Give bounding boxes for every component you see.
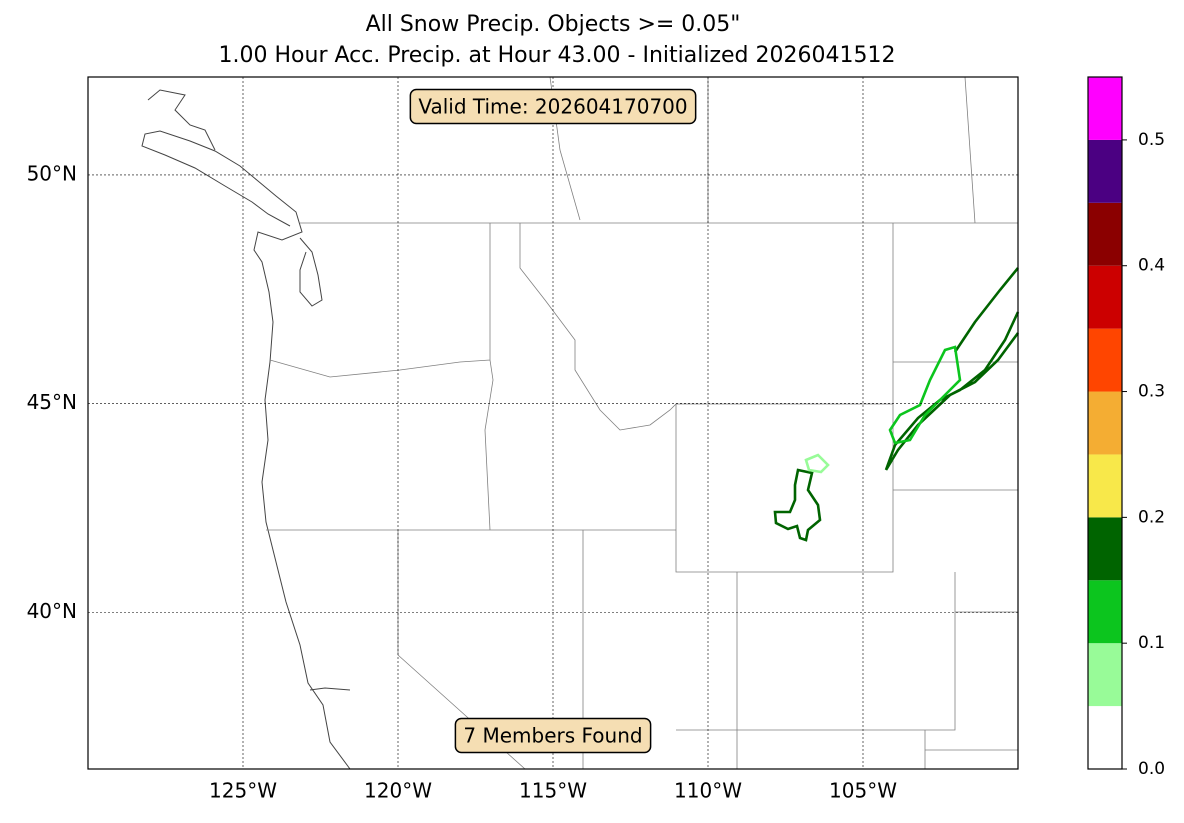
title-line: 1.00 Hour Acc. Precip. at Hour 43.00 - I… xyxy=(219,43,896,68)
colorbar-segment xyxy=(1088,77,1122,140)
coastline xyxy=(147,89,351,691)
annotation: 7 Members Found xyxy=(454,717,652,754)
colorbar-segment xyxy=(1088,139,1122,203)
colorbar-tick-label: 0.4 xyxy=(1138,256,1165,276)
colorbar-tick-label: 0.2 xyxy=(1138,507,1165,527)
colorbar-segment xyxy=(1088,391,1122,455)
annotation-text: Valid Time: 202604170700 xyxy=(418,95,687,119)
x-tick-label: 125°W xyxy=(209,779,277,803)
colorbar-tick-label: 0.0 xyxy=(1138,759,1165,779)
y-tick-label: 50°N xyxy=(27,161,77,185)
colorbar-tick-label: 0.3 xyxy=(1138,382,1165,402)
snow-object xyxy=(888,345,962,445)
colorbar-segment xyxy=(1088,265,1122,329)
colorbar-segment xyxy=(1088,580,1122,644)
colorbar-tick-label: 0.5 xyxy=(1138,130,1165,150)
y-tick-label: 45°N xyxy=(27,390,77,414)
x-tick-label: 115°W xyxy=(519,779,587,803)
colorbar-segment xyxy=(1088,706,1122,769)
annotation-box xyxy=(454,717,652,754)
colorbar-segment xyxy=(1088,517,1122,581)
annotation: Valid Time: 202604170700 xyxy=(409,88,697,125)
colorbar-segment xyxy=(1088,202,1122,266)
snow-object xyxy=(884,267,1020,471)
annotation-text: 7 Members Found xyxy=(463,724,642,748)
border xyxy=(266,76,1018,770)
colorbar-segment xyxy=(1088,454,1122,518)
map-features xyxy=(141,76,1020,770)
x-tick-label: 105°W xyxy=(829,779,897,803)
y-tick-label: 40°N xyxy=(27,599,77,623)
colorbar-segment xyxy=(1088,328,1122,392)
colorbar-frame xyxy=(1087,76,1123,770)
snow-object xyxy=(773,468,822,542)
title-line: All Snow Precip. Objects >= 0.05" xyxy=(366,12,741,37)
colorbar-tick-label: 0.1 xyxy=(1138,633,1165,653)
annotation-box xyxy=(409,88,697,125)
x-tick-label: 110°W xyxy=(674,779,742,803)
coastline xyxy=(141,130,351,770)
snow-object xyxy=(804,453,830,474)
colorbar-segment xyxy=(1088,643,1122,707)
x-tick-label: 120°W xyxy=(364,779,432,803)
